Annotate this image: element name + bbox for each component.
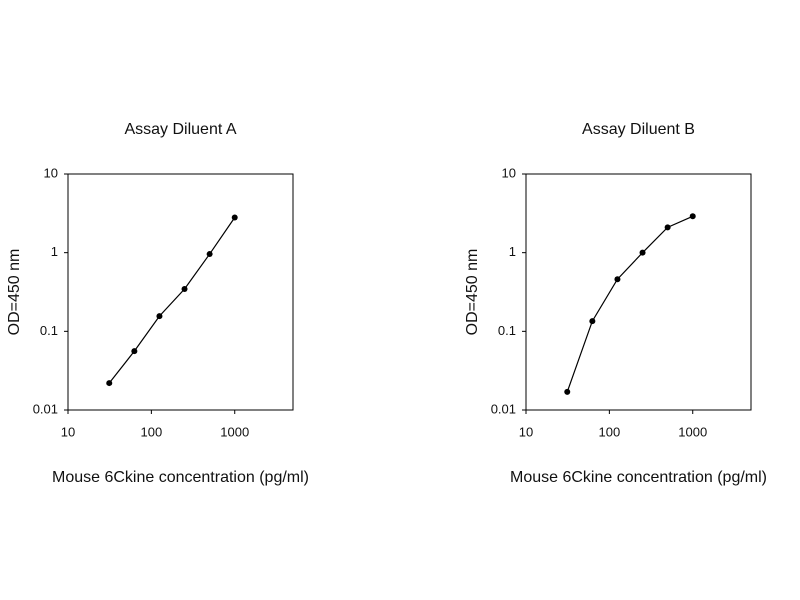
x-tick-label: 100 (141, 424, 163, 439)
y-tick-label: 0.1 (498, 323, 516, 338)
x-axis-label: Mouse 6Ckine concentration (pg/ml) (52, 469, 309, 486)
chart-title: Assay Diluent B (582, 121, 695, 138)
data-point (639, 249, 646, 256)
data-point (181, 286, 188, 293)
y-tick-label: 10 (502, 165, 516, 180)
x-tick-label: 10 (519, 424, 533, 439)
y-axis-label: OD=450 nm (6, 249, 23, 336)
data-point (206, 251, 213, 258)
data-point (664, 224, 671, 231)
data-point (589, 318, 596, 325)
y-tick-label: 10 (44, 165, 58, 180)
data-point (689, 213, 696, 220)
y-tick-label: 1 (51, 244, 58, 259)
series-line (566, 215, 693, 393)
plot-frame (525, 173, 752, 411)
data-point (156, 313, 163, 320)
data-point (614, 276, 621, 283)
data-point (231, 214, 238, 221)
y-tick-label: 1 (509, 244, 516, 259)
data-point (106, 380, 113, 387)
x-tick-label: 1000 (678, 424, 707, 439)
x-tick-label: 100 (599, 424, 621, 439)
chart-title: Assay Diluent A (124, 121, 236, 138)
data-point (564, 388, 571, 395)
x-tick-label: 1000 (220, 424, 249, 439)
series-line (108, 217, 236, 384)
data-point (131, 348, 138, 355)
plot-frame (67, 173, 294, 411)
x-tick-label: 10 (61, 424, 75, 439)
x-axis-label: Mouse 6Ckine concentration (pg/ml) (510, 469, 767, 486)
y-tick-label: 0.01 (33, 401, 58, 416)
y-tick-label: 0.1 (40, 323, 58, 338)
y-tick-label: 0.01 (491, 401, 516, 416)
y-axis-label: OD=450 nm (464, 249, 481, 336)
